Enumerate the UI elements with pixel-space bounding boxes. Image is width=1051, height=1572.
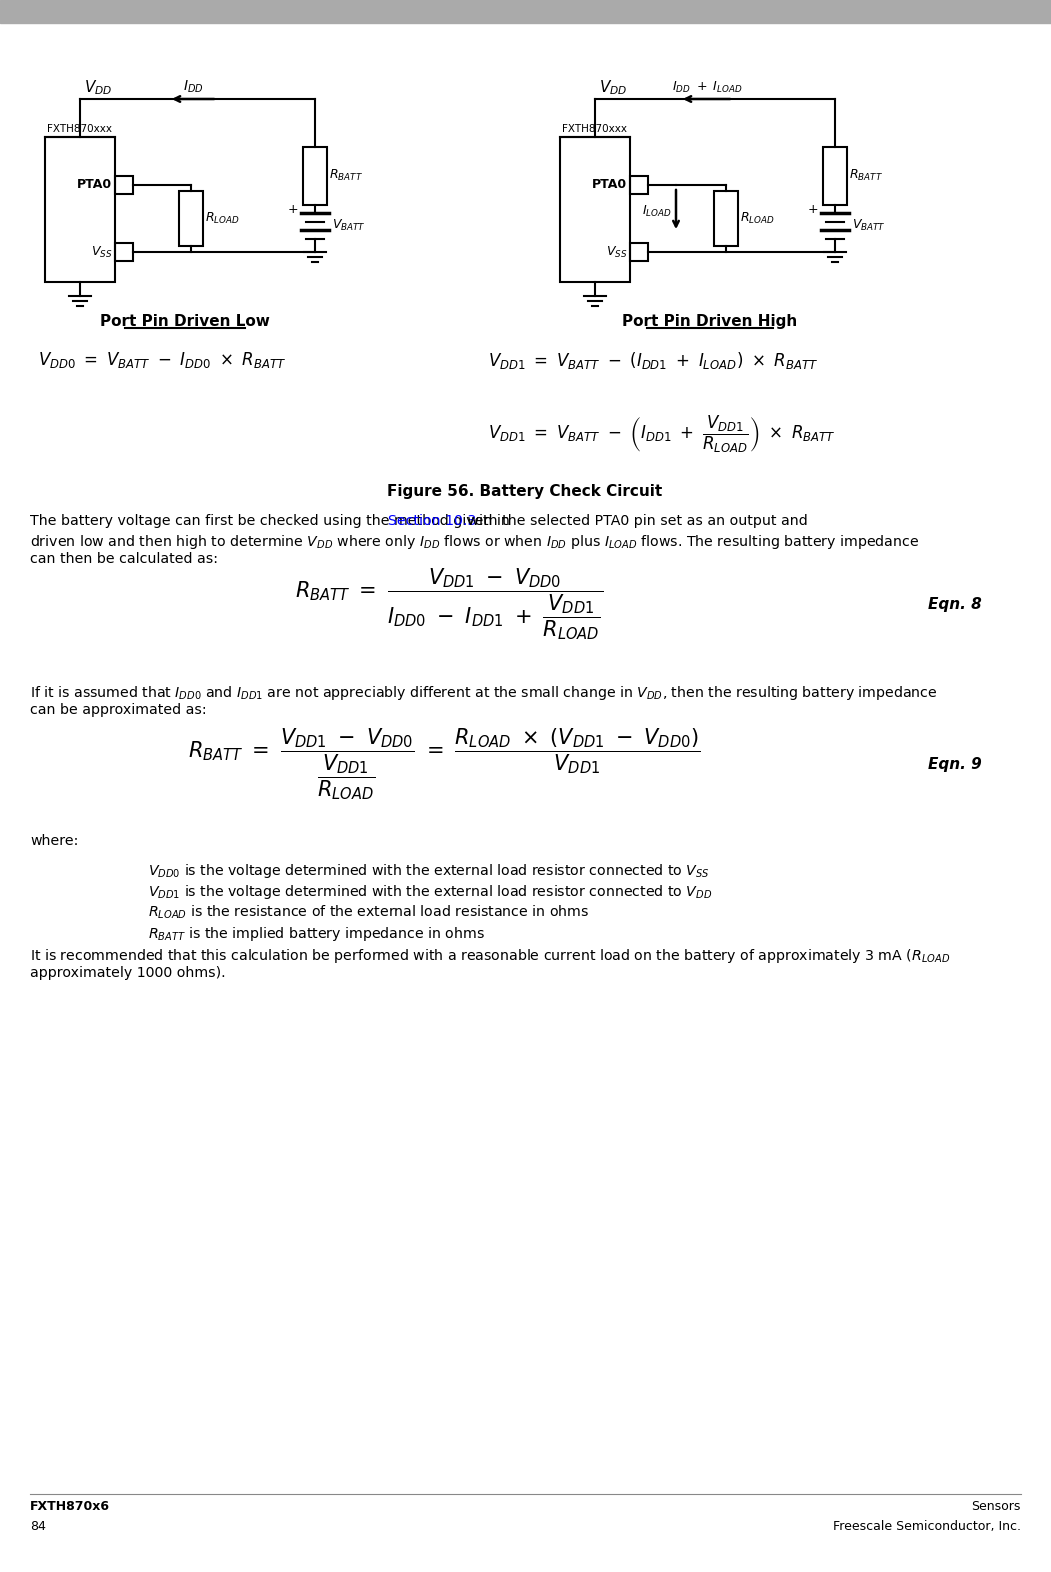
Text: Eqn. 8: Eqn. 8 — [928, 596, 982, 612]
Text: Section 10.3: Section 10.3 — [388, 514, 476, 528]
Text: FXTH870x6: FXTH870x6 — [30, 1500, 110, 1512]
Text: can then be calculated as:: can then be calculated as: — [30, 552, 218, 566]
Text: driven low and then high to determine $V_{DD}$ where only $I_{DD}$ flows or when: driven low and then high to determine $V… — [30, 533, 920, 552]
Bar — [823, 146, 847, 204]
Text: $R_{LOAD}$: $R_{LOAD}$ — [205, 211, 240, 226]
Bar — [714, 192, 738, 245]
Bar — [0, 0, 1051, 24]
Text: $V_{DD1}\ =\ V_{BATT}\ -\ \left(I_{DD1}\ +\ \dfrac{V_{DD1}}{R_{LOAD}}\right)\ \t: $V_{DD1}\ =\ V_{BATT}\ -\ \left(I_{DD1}\… — [488, 413, 836, 456]
Text: $V_{DD1}\ =\ V_{BATT}\ -\ (I_{DD1}\ +\ I_{LOAD})\ \times\ R_{BATT}$: $V_{DD1}\ =\ V_{BATT}\ -\ (I_{DD1}\ +\ I… — [488, 351, 818, 371]
Text: It is recommended that this calculation be performed with a reasonable current l: It is recommended that this calculation … — [30, 946, 950, 965]
Text: +: + — [287, 203, 298, 215]
Bar — [630, 176, 648, 193]
Text: Port Pin Driven Low: Port Pin Driven Low — [100, 314, 270, 329]
Bar — [630, 244, 648, 261]
Bar — [45, 137, 115, 281]
Bar — [115, 244, 133, 261]
Text: $V_{DD0}$ is the voltage determined with the external load resistor connected to: $V_{DD0}$ is the voltage determined with… — [148, 861, 709, 880]
Text: $V_{DD}$: $V_{DD}$ — [599, 79, 627, 97]
Text: +: + — [807, 203, 818, 215]
Text: approximately 1000 ohms).: approximately 1000 ohms). — [30, 967, 226, 979]
Bar — [115, 176, 133, 193]
Text: $V_{BATT}$: $V_{BATT}$ — [852, 219, 886, 233]
Text: FXTH870xxx: FXTH870xxx — [47, 124, 112, 134]
Text: Port Pin Driven High: Port Pin Driven High — [622, 314, 798, 329]
Text: 84: 84 — [30, 1520, 46, 1533]
Bar — [560, 137, 630, 281]
Text: $V_{DD0}\ =\ V_{BATT}\ -\ I_{DD0}\ \times\ R_{BATT}$: $V_{DD0}\ =\ V_{BATT}\ -\ I_{DD0}\ \time… — [38, 351, 286, 369]
Text: Figure 56. Battery Check Circuit: Figure 56. Battery Check Circuit — [388, 484, 662, 498]
Text: Eqn. 9: Eqn. 9 — [928, 756, 982, 772]
Text: $V_{DD}$: $V_{DD}$ — [84, 79, 112, 97]
Bar — [303, 146, 327, 204]
Text: $V_{SS}$: $V_{SS}$ — [90, 245, 112, 259]
Text: $R_{BATT}\ =\ \dfrac{V_{DD1}\ -\ V_{DD0}}{\dfrac{V_{DD1}}{R_{LOAD}}}\ =\ \dfrac{: $R_{BATT}\ =\ \dfrac{V_{DD1}\ -\ V_{DD0}… — [188, 726, 701, 802]
Text: Freescale Semiconductor, Inc.: Freescale Semiconductor, Inc. — [833, 1520, 1021, 1533]
Text: $R_{LOAD}$ is the resistance of the external load resistance in ohms: $R_{LOAD}$ is the resistance of the exte… — [148, 904, 590, 921]
Text: $R_{BATT}$: $R_{BATT}$ — [849, 168, 883, 182]
Text: $R_{LOAD}$: $R_{LOAD}$ — [740, 211, 775, 226]
Text: $I_{DD}\ +\ I_{LOAD}$: $I_{DD}\ +\ I_{LOAD}$ — [672, 80, 742, 94]
Text: The battery voltage can first be checked using the method given in: The battery voltage can first be checked… — [30, 514, 514, 528]
Text: $I_{LOAD}$: $I_{LOAD}$ — [642, 203, 672, 219]
Text: FXTH870xxx: FXTH870xxx — [562, 124, 627, 134]
Text: If it is assumed that $I_{DD0}$ and $I_{DD1}$ are not appreciably different at t: If it is assumed that $I_{DD0}$ and $I_{… — [30, 684, 937, 703]
Text: $V_{BATT}$: $V_{BATT}$ — [332, 219, 366, 233]
Text: with the selected PTA0 pin set as an output and: with the selected PTA0 pin set as an out… — [463, 514, 808, 528]
Text: PTA0: PTA0 — [77, 179, 112, 192]
Text: $R_{BATT}$: $R_{BATT}$ — [329, 168, 363, 182]
Text: where:: where: — [30, 835, 79, 847]
Bar — [179, 192, 203, 245]
Text: $V_{SS}$: $V_{SS}$ — [605, 245, 627, 259]
Text: $R_{BATT}\ =\ \dfrac{V_{DD1}\ -\ V_{DD0}}{I_{DD0}\ -\ I_{DD1}\ +\ \dfrac{V_{DD1}: $R_{BATT}\ =\ \dfrac{V_{DD1}\ -\ V_{DD0}… — [295, 566, 603, 641]
Text: $R_{BATT}$ is the implied battery impedance in ohms: $R_{BATT}$ is the implied battery impeda… — [148, 924, 485, 943]
Text: PTA0: PTA0 — [592, 179, 627, 192]
Text: Sensors: Sensors — [971, 1500, 1021, 1512]
Text: $V_{DD1}$ is the voltage determined with the external load resistor connected to: $V_{DD1}$ is the voltage determined with… — [148, 883, 713, 901]
Text: can be approximated as:: can be approximated as: — [30, 703, 207, 717]
Text: $I_{DD}$: $I_{DD}$ — [183, 79, 203, 94]
